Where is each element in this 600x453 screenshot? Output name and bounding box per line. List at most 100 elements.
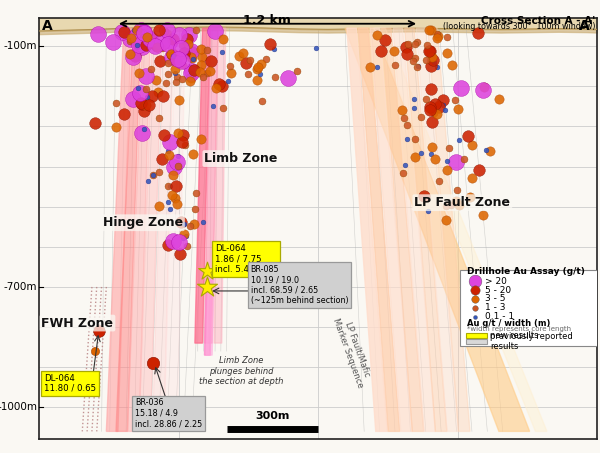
Point (161, 28, 170, 35)
Point (157, 39, 167, 46)
Point (136, 33, 146, 40)
Point (456, 84, 466, 92)
Point (190, 205, 200, 212)
Point (390, 61, 400, 68)
Point (154, 114, 164, 121)
Point (129, 27, 139, 34)
Point (184, 31, 193, 39)
Point (397, 106, 407, 114)
Text: *width represents core length: *width represents core length (467, 326, 571, 332)
Point (163, 59, 173, 66)
Point (442, 202, 451, 209)
Point (197, 53, 207, 61)
Point (470, 278, 479, 285)
Point (402, 135, 412, 142)
Point (184, 73, 194, 81)
Text: 5 - 20: 5 - 20 (485, 286, 512, 294)
Text: -100m: -100m (4, 41, 37, 51)
Point (150, 41, 160, 48)
Point (478, 87, 488, 94)
Point (187, 54, 197, 62)
Point (460, 155, 469, 163)
Point (155, 27, 164, 34)
Point (211, 85, 221, 92)
Polygon shape (195, 28, 210, 343)
Point (142, 93, 152, 101)
Point (151, 76, 161, 83)
Point (135, 89, 145, 96)
Point (455, 201, 464, 208)
Point (196, 62, 206, 69)
Point (195, 68, 205, 76)
Point (400, 161, 410, 169)
Text: 1.2 km: 1.2 km (243, 14, 291, 27)
Point (125, 50, 135, 58)
Point (186, 54, 196, 61)
Point (119, 111, 129, 118)
Point (160, 40, 170, 47)
Point (142, 102, 151, 109)
Point (138, 34, 148, 41)
Point (176, 45, 186, 52)
Point (150, 42, 160, 49)
Point (451, 96, 460, 104)
Polygon shape (347, 28, 387, 431)
Point (433, 34, 442, 42)
Point (127, 34, 136, 41)
Polygon shape (164, 28, 185, 427)
Point (443, 166, 452, 173)
Point (256, 61, 266, 68)
Point (398, 169, 408, 177)
Point (139, 125, 148, 133)
Point (170, 65, 179, 72)
Point (203, 46, 212, 53)
Point (175, 31, 184, 39)
Point (163, 147, 173, 154)
Point (163, 241, 173, 248)
Point (139, 30, 149, 37)
Point (94, 328, 103, 335)
Point (137, 100, 146, 107)
Point (419, 192, 428, 199)
Point (108, 39, 118, 46)
Point (254, 63, 263, 70)
Point (128, 54, 137, 61)
Point (179, 235, 188, 242)
Point (432, 30, 442, 38)
Point (217, 82, 226, 90)
Point (175, 238, 184, 246)
Point (125, 35, 135, 43)
Point (187, 48, 196, 55)
Point (376, 47, 385, 54)
Point (131, 42, 141, 49)
Point (255, 70, 265, 77)
Point (139, 108, 149, 115)
Point (427, 27, 436, 34)
Point (148, 171, 158, 178)
Point (128, 95, 138, 102)
Polygon shape (416, 28, 458, 431)
Point (424, 48, 433, 55)
Point (178, 58, 187, 65)
Point (184, 40, 193, 47)
Point (165, 183, 175, 190)
Point (168, 53, 178, 60)
Point (125, 37, 135, 44)
Point (429, 58, 439, 66)
Point (412, 63, 421, 70)
Point (470, 313, 479, 320)
Point (147, 92, 157, 99)
Point (226, 69, 236, 77)
Point (389, 47, 398, 54)
Point (182, 49, 191, 56)
Point (408, 58, 418, 65)
Point (434, 178, 444, 185)
Point (175, 251, 185, 258)
Point (130, 52, 140, 59)
Text: A': A' (579, 19, 594, 33)
Point (470, 304, 479, 311)
Point (452, 186, 461, 193)
Point (410, 154, 420, 161)
Text: BR-085
10.19 / 19.0
incl. 68.59 / 2.65
(~125m behind section): BR-085 10.19 / 19.0 incl. 68.59 / 2.65 (… (251, 265, 348, 305)
Point (160, 131, 169, 139)
